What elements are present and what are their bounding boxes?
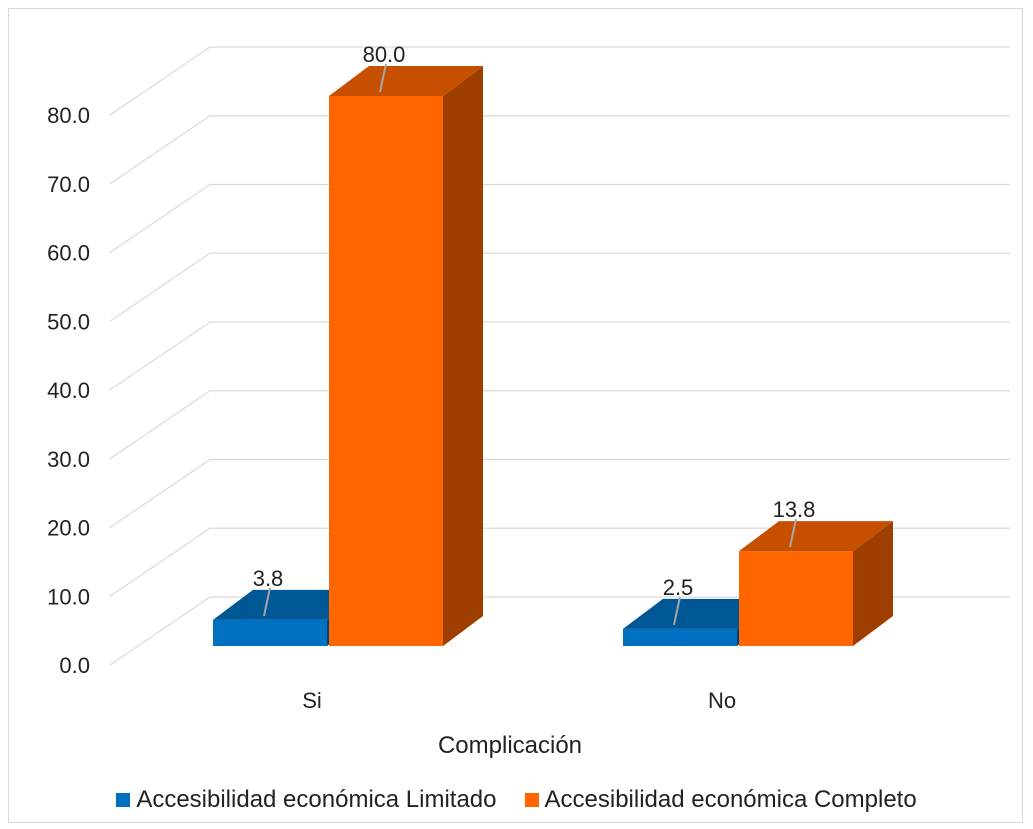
x-tick-label: No [708, 688, 736, 713]
y-tick-label: 30.0 [47, 447, 90, 472]
legend-item-limitado: Accesibilidad económica Limitado [116, 786, 497, 814]
legend-swatch-limitado [116, 793, 131, 807]
bar-front [329, 96, 443, 646]
gridline-diagonal [109, 184, 211, 253]
gridline-diagonal [109, 115, 211, 185]
legend-swatch-completo [524, 793, 539, 807]
y-tick-label: 60.0 [47, 241, 90, 266]
bar-side [853, 521, 893, 646]
gridline-diagonal [109, 459, 211, 528]
bar-side [443, 66, 483, 646]
bar-top [329, 66, 483, 96]
gridline-diagonal [109, 252, 211, 322]
bar-top [623, 598, 777, 629]
gridline-diagonal [109, 596, 211, 666]
x-axis-title: Complicación [438, 732, 582, 759]
bar-top [739, 521, 893, 552]
legend-label-limitado: Accesibilidad económica Limitado [136, 786, 497, 813]
data-label-leader [789, 518, 797, 548]
legend-label-completo: Accesibilidad económica Completo [544, 786, 917, 813]
data-label-leader [263, 587, 271, 617]
gridline-diagonal [109, 390, 211, 460]
bar-front [623, 628, 737, 646]
data-label: 3.8 [253, 566, 284, 591]
y-tick-label: 40.0 [47, 378, 90, 403]
data-label-leader [379, 63, 387, 93]
bar-front [213, 619, 327, 646]
chart-frame [8, 8, 1023, 823]
data-label-leader [673, 596, 681, 626]
data-label: 80.0 [363, 42, 406, 67]
bar-layer [213, 66, 893, 646]
bar-top [213, 589, 367, 620]
x-tick-label: Si [302, 688, 322, 713]
bar-front [739, 551, 853, 646]
y-tick-label: 20.0 [47, 516, 90, 541]
y-tick-label: 10.0 [47, 584, 90, 609]
y-tick-label: 50.0 [47, 309, 90, 334]
data-labels: 3.8 80.0 2.5 13.8 [253, 42, 816, 626]
data-label: 13.8 [773, 497, 816, 522]
gridline-diagonal [109, 527, 211, 597]
y-axis-ticks: 0.0 10.0 20.0 30.0 40.0 50.0 60.0 70.0 80.0 [47, 103, 90, 678]
x-axis-ticks: Si No [302, 688, 736, 713]
legend-item-completo: Accesibilidad económica Completo [524, 786, 917, 814]
gridline-diagonal [109, 46, 211, 116]
y-tick-label: 80.0 [47, 103, 90, 128]
bar-chart: 0.0 10.0 20.0 30.0 40.0 50.0 60.0 70.0 80.0 3.8 8… [47, 42, 1010, 759]
legend: Accesibilidad económica Limitado Accesib… [0, 786, 1033, 814]
data-label: 2.5 [663, 575, 694, 600]
y-tick-label: 70.0 [47, 172, 90, 197]
gridline-diagonal [109, 321, 211, 391]
y-tick-label: 0.0 [59, 653, 90, 678]
